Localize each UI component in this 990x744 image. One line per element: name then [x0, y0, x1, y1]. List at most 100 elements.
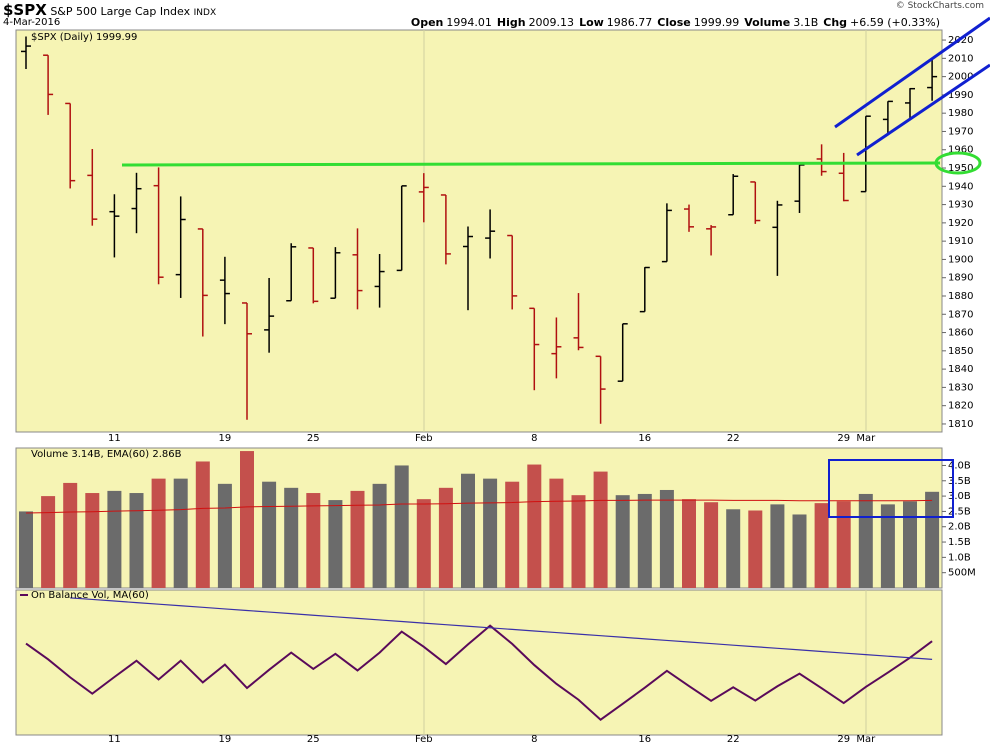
y-tick-label: 3.5B — [948, 476, 971, 487]
obv-panel — [15, 589, 943, 736]
volume-bar — [726, 509, 741, 588]
trend-line — [856, 63, 990, 157]
volume-bar — [770, 504, 785, 588]
x-tick-label: 11 — [108, 734, 121, 744]
volume-bar — [505, 481, 520, 588]
volume-bar — [549, 478, 564, 588]
y-tick-label: 2.0B — [948, 522, 971, 533]
support-circle — [934, 151, 982, 175]
y-tick-label: 1890 — [948, 273, 973, 284]
y-tick-label: 2000 — [948, 72, 973, 83]
volume-bar — [858, 493, 873, 588]
x-tick-label: 29 — [837, 433, 850, 444]
y-tick-label: 2020 — [948, 35, 973, 46]
highlight-box — [828, 459, 954, 518]
volume-bar — [615, 495, 630, 588]
volume-bar — [306, 493, 321, 588]
volume-bar — [85, 493, 100, 588]
y-tick-label: 1850 — [948, 346, 973, 357]
volume-bar — [195, 461, 210, 588]
volume-bar — [107, 490, 122, 588]
volume-bar — [925, 491, 940, 588]
volume-bar — [284, 487, 299, 588]
y-tick-label: 1970 — [948, 126, 973, 137]
quote-label: Open — [410, 16, 444, 29]
x-tick-label: Mar — [856, 433, 876, 444]
y-tick-label: 1830 — [948, 382, 973, 393]
y-tick-label: 500M — [948, 568, 976, 579]
volume-bar — [682, 499, 696, 588]
volume-bar — [19, 511, 33, 588]
x-tick-label: 29 — [837, 734, 850, 744]
series-line — [25, 624, 933, 721]
quote-label: Volume — [744, 16, 791, 29]
y-tick-label: 1860 — [948, 328, 973, 339]
volume-bar — [151, 478, 166, 588]
price-legend: $SPX (Daily) 1999.99 — [31, 32, 137, 43]
date: 4-Mar-2016 — [3, 17, 61, 28]
quote-value: 1999.99 — [693, 16, 740, 29]
quote-value: 1986.77 — [606, 16, 653, 29]
volume-bar — [593, 471, 608, 588]
obv-legend: On Balance Vol, MA(60) — [31, 590, 149, 601]
y-tick-label: 1810 — [948, 419, 973, 430]
y-tick-label: 1920 — [948, 218, 973, 229]
y-tick-label: 1940 — [948, 181, 973, 192]
volume-bar — [129, 493, 144, 588]
x-tick-label: Feb — [415, 433, 433, 444]
x-tick-label: 19 — [219, 734, 232, 744]
volume-bar — [527, 464, 542, 588]
support-line — [121, 161, 941, 167]
y-tick-label: 2.5B — [948, 506, 971, 517]
x-tick-label: 16 — [638, 734, 651, 744]
x-tick-label: 25 — [307, 433, 320, 444]
x-tick-label: Mar — [856, 734, 876, 744]
volume-bar — [571, 495, 586, 588]
y-tick-label: 1950 — [948, 163, 973, 174]
y-tick-label: 1910 — [948, 236, 973, 247]
volume-bar — [814, 503, 829, 588]
x-tick-label: 11 — [108, 433, 121, 444]
quote-value: +6.59 (+0.33%) — [850, 16, 940, 29]
quote-label: Low — [579, 16, 604, 29]
volume-bar — [240, 451, 254, 588]
volume-bar — [483, 478, 498, 588]
x-tick-label: 22 — [727, 734, 740, 744]
quote: Open 1994.01 High 2009.13 Low 1986.77 Close 199… — [406, 16, 940, 29]
y-tick-label: 1820 — [948, 401, 973, 412]
quote-value: 2009.13 — [528, 16, 575, 29]
quote-label: Chg — [823, 16, 848, 29]
volume-legend: Volume 3.14B, EMA(60) 2.86B — [31, 449, 182, 460]
volume-bar — [659, 489, 674, 588]
exchange: INDX — [193, 8, 217, 18]
volume-bar — [438, 487, 453, 588]
volume-bar — [394, 465, 409, 588]
price-panel — [15, 29, 943, 433]
y-tick-label: 1870 — [948, 309, 973, 320]
volume-bar — [748, 510, 763, 588]
volume-bar — [704, 502, 719, 588]
y-tick-label: 1960 — [948, 145, 973, 156]
x-tick-label: 8 — [531, 433, 537, 444]
volume-bar — [637, 493, 652, 588]
volume-bar — [41, 496, 56, 588]
volume-bar — [350, 490, 365, 588]
volume-bar — [63, 482, 78, 588]
y-tick-label: 1.0B — [948, 552, 971, 563]
index-name: S&P 500 Large Cap Index — [50, 5, 191, 18]
volume-panel — [15, 447, 943, 589]
volume-bar — [880, 504, 895, 588]
trend-line — [834, 16, 990, 129]
x-tick-label: 19 — [219, 433, 232, 444]
symbol: $SPX — [3, 1, 47, 19]
y-tick-label: 3.0B — [948, 491, 971, 502]
copyright: © StockCharts.com — [895, 1, 984, 11]
series-line — [70, 597, 933, 660]
x-tick-label: 16 — [638, 433, 651, 444]
y-tick-label: 1980 — [948, 108, 973, 119]
y-tick-label: 1840 — [948, 364, 973, 375]
volume-bar — [173, 478, 188, 588]
quote-value: 1994.01 — [446, 16, 492, 29]
